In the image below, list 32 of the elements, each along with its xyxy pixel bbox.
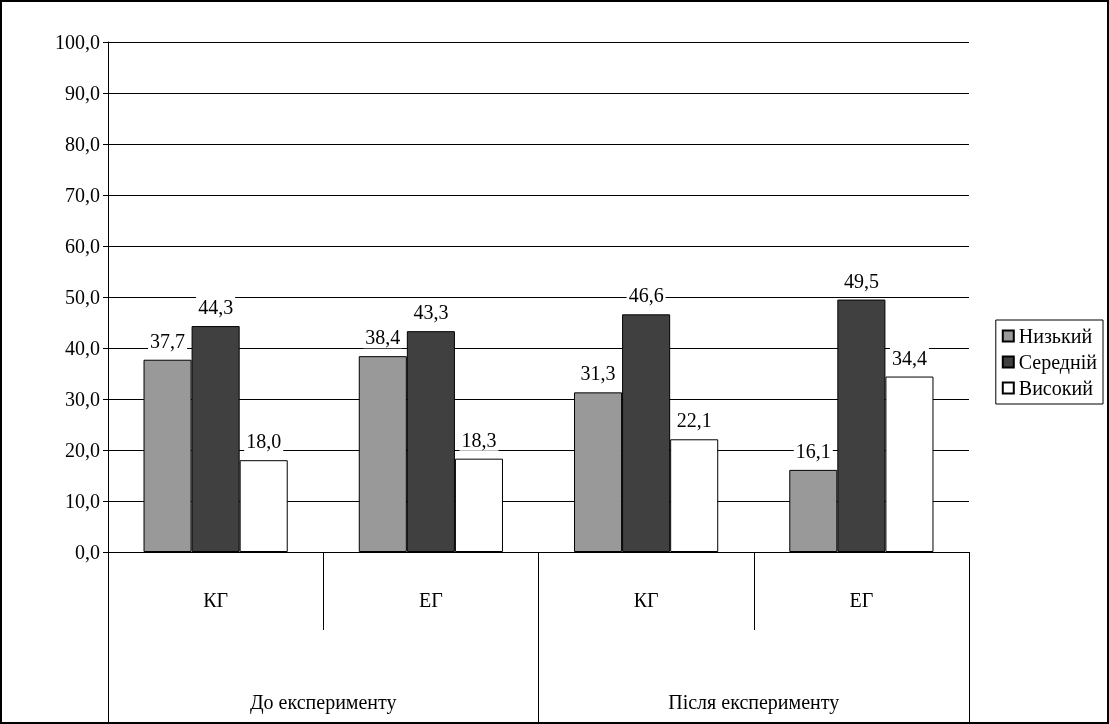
y-tick-label: 100,0	[55, 31, 100, 53]
x-tick-label: КГ	[203, 589, 229, 611]
x-tick-label: ЕГ	[849, 589, 874, 611]
x-tick-label: ЕГ	[418, 589, 443, 611]
data-label: 37,7	[150, 329, 186, 352]
legend-label: Низький	[1018, 325, 1093, 347]
data-label: 22,1	[676, 409, 712, 432]
y-tick-label: 70,0	[65, 184, 100, 206]
y-tick-label: 40,0	[65, 337, 100, 359]
data-label: 18,0	[246, 430, 282, 453]
y-tick-label: 0,0	[75, 541, 100, 563]
legend-label: Високий	[1018, 377, 1094, 399]
data-label: 16,1	[795, 439, 831, 462]
data-label: 46,6	[628, 284, 664, 307]
text: Після експерименту	[668, 691, 840, 714]
data-label: 34,4	[891, 346, 927, 369]
y-tick-label: 80,0	[65, 133, 100, 155]
y-tick-label: 30,0	[65, 388, 100, 410]
y-tick-label: 10,0	[65, 490, 100, 512]
data-label: 38,4	[365, 326, 401, 349]
y-tick-label: 50,0	[65, 286, 100, 308]
text: До експерименту	[249, 691, 397, 714]
x-tick-label: КГ	[633, 589, 659, 611]
data-label: 44,3	[198, 296, 234, 319]
y-tick-label: 20,0	[65, 439, 100, 461]
data-label: 49,5	[843, 269, 879, 292]
data-label: 43,3	[413, 301, 449, 324]
y-tick-label: 90,0	[65, 82, 100, 104]
data-label: 31,3	[580, 362, 616, 385]
data-label: 18,3	[461, 428, 497, 451]
y-tick-label: 60,0	[65, 235, 100, 257]
legend-label: Середній	[1018, 351, 1098, 374]
